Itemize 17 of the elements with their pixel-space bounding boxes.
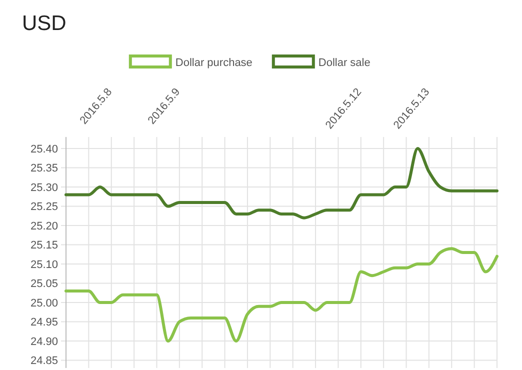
y-tick-label: 25.05 <box>30 278 58 290</box>
line-series <box>64 247 498 343</box>
y-tick-label: 25.15 <box>30 240 58 252</box>
y-tick-label: 24.90 <box>30 336 58 348</box>
y-tick-label: 25.30 <box>30 182 58 194</box>
y-tick-label: 24.85 <box>30 355 58 368</box>
y-tick-label: 25.40 <box>30 143 58 156</box>
y-tick-label: 25.10 <box>30 258 58 271</box>
y-tick-label: 24.95 <box>30 316 58 329</box>
legend-label: Dollar purchase <box>175 56 252 69</box>
y-tick-label: 25.00 <box>30 297 58 310</box>
y-tick-label: 25.25 <box>30 201 58 214</box>
y-tick-label: 25.35 <box>30 162 58 175</box>
chart-title: USD <box>22 12 66 35</box>
y-tick-label: 25.20 <box>30 220 58 232</box>
legend-label: Dollar sale <box>318 56 370 69</box>
line-series <box>64 147 498 220</box>
